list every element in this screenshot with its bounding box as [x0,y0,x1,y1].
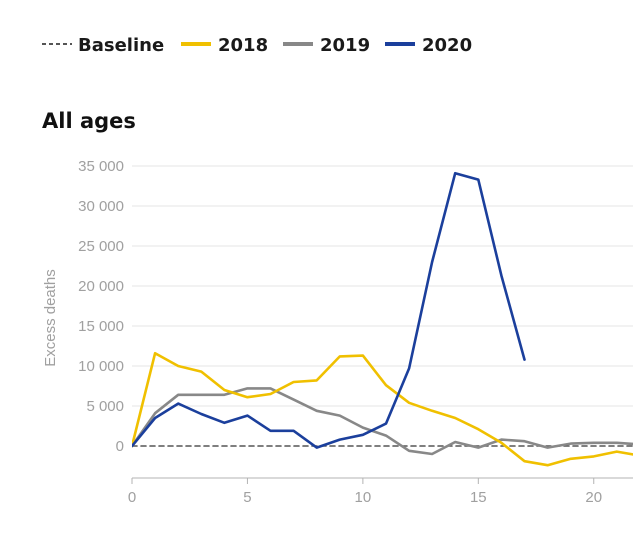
x-axis-ticks: 0 5 10 15 20 [128,478,602,506]
y-tick-label: 20 000 [78,278,124,295]
y-tick-label: 25 000 [78,238,124,255]
y-tick-label: 35 000 [78,158,124,175]
y-tick-label: 0 [116,438,124,455]
series-line-2020 [132,171,526,449]
series-line-2018 [132,351,633,467]
x-tick-label: 15 [470,489,487,506]
x-tick-label: 20 [585,489,602,506]
x-tick-label: 5 [243,489,251,506]
legend-label-baseline: Baseline [78,35,164,56]
x-tick-label: 10 [355,489,372,506]
y-axis-ticks: 0 5 000 10 000 15 000 20 000 25 000 30 000 35 0… [78,158,124,455]
legend: Baseline 2018 2019 2020 [42,35,472,56]
series-layer [132,171,633,467]
y-tick-label: 5 000 [86,398,124,415]
legend-label-2020: 2020 [422,35,472,56]
y-tick-label: 10 000 [78,358,124,375]
legend-label-2018: 2018 [218,35,268,56]
legend-label-2019: 2019 [320,35,370,56]
y-tick-label: 30 000 [78,198,124,215]
x-tick-label: 0 [128,489,136,506]
gridlines [132,165,633,407]
series-line-2019 [132,387,633,456]
chart-title: All ages [42,109,136,133]
y-tick-label: 15 000 [78,318,124,335]
y-axis-label: Excess deaths [42,269,59,367]
